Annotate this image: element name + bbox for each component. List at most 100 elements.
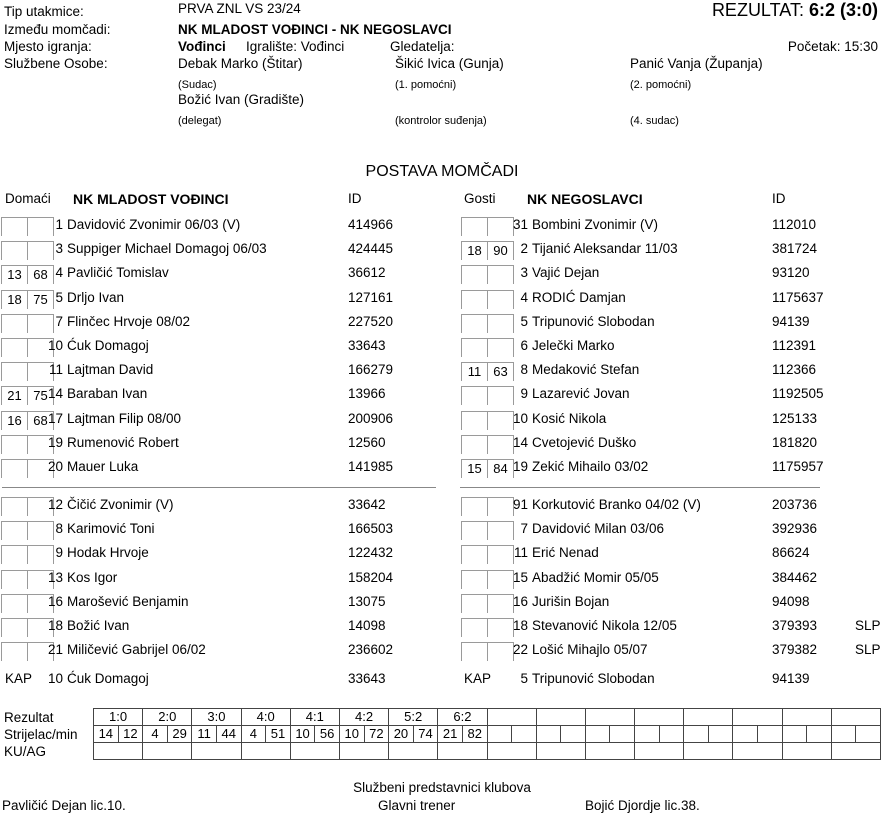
player-row: 13 Kos Igor 158204 xyxy=(0,567,442,591)
player-row: 22 Lošić Mihajlo 05/07 379382 SLP xyxy=(442,639,884,663)
sub-minute-box: 75 xyxy=(27,289,54,309)
away-lineup-column: Gosti NK NEGOSLAVCI ID 31 Bombini Zvonimi… xyxy=(442,188,884,693)
result-cell: 4:1 xyxy=(289,708,340,726)
sub-minute-box xyxy=(487,265,514,285)
player-id: 112391 xyxy=(772,337,817,353)
player-row: 18 Stevanović Nikola 12/05 379393 SLP xyxy=(442,615,884,639)
player-row: 21 Miličević Gabrijel 06/02 236602 xyxy=(0,639,442,663)
kuag-cell xyxy=(92,742,144,760)
sub-minute-box xyxy=(27,458,54,478)
sub-minute-box xyxy=(487,545,514,565)
player-number: 15 xyxy=(512,569,528,585)
result-cell xyxy=(781,708,832,726)
player-number: 22 xyxy=(512,642,528,658)
sub-minute-box xyxy=(27,434,54,454)
sub-minute-box xyxy=(487,593,514,613)
sub-player-box: 18 xyxy=(461,241,487,261)
player-name: Abadžić Momir 05/05 xyxy=(532,569,659,585)
sub-player-box xyxy=(1,497,27,517)
player-name: Erić Nenad xyxy=(532,545,599,561)
player-name: Stevanović Nikola 12/05 xyxy=(532,618,677,633)
player-number: 5 xyxy=(520,313,528,329)
home-subs: 12 Čičić Zvonimir (V) 33642 8 Karimović Toni… xyxy=(0,494,442,663)
scorer-cell: 10 xyxy=(338,725,365,743)
player-id: 379382 xyxy=(772,642,818,658)
official-assistant1-name: Šikić Ivica (Gunja) xyxy=(395,56,504,71)
sub-player-box xyxy=(1,217,27,236)
player-row: 15 Abadžić Momir 05/05 384462 xyxy=(442,567,884,591)
player-row: 1 Davidović Zvonimir 06/03 (V) 414966 xyxy=(0,214,442,238)
player-id: 141985 xyxy=(348,458,394,474)
player-name: RODIĆ Damjan xyxy=(532,289,626,305)
captain-label: KAP xyxy=(5,671,33,687)
sub-minute-box xyxy=(487,337,514,357)
substitution-boxes xyxy=(1,521,54,541)
substitution-boxes xyxy=(461,497,514,517)
result-value: 6:2 (3:0) xyxy=(808,0,878,20)
kuag-cell xyxy=(388,742,439,760)
away-id-header: ID xyxy=(772,191,786,206)
minute-cell xyxy=(855,725,881,743)
sub-player-box xyxy=(1,593,27,613)
score-table: 1:0 2:0 3:0 4:0 4:1 4:2 5:2 6:2 14 12 4 29 11 44 4 51 10… xyxy=(92,708,882,760)
player-id: 384462 xyxy=(772,569,818,585)
substitution-boxes xyxy=(1,241,54,261)
player-row: 31 Bombini Zvonimir (V) 112010 xyxy=(442,214,884,238)
player-name: Pavličić Tomislav xyxy=(67,265,169,281)
result-cell: 4:2 xyxy=(338,708,390,726)
sub-player-box xyxy=(461,593,487,613)
sub-minute-box xyxy=(27,313,54,333)
substitution-boxes xyxy=(1,569,54,589)
sub-minute-box: 63 xyxy=(487,362,514,382)
captain-row: KAP 10 Ćuk Domagoj 33643 xyxy=(0,668,442,692)
away-starters: 31 Bombini Zvonimir (V) 112010 18 90 2 Tijanić… xyxy=(442,214,884,480)
substitution-boxes xyxy=(1,434,54,454)
player-number: 10 xyxy=(512,410,528,426)
player-row: 4 RODIĆ Damjan 1175637 xyxy=(442,287,884,311)
substitution-boxes xyxy=(1,362,54,382)
player-id: 203736 xyxy=(772,497,818,513)
sub-player-box xyxy=(461,497,487,517)
player-row: 3 Suppiger Michael Domagoj 06/03 424445 xyxy=(0,238,442,262)
official-controller-role: (kontrolor suđenja) xyxy=(395,115,487,127)
slp-badge: SLP xyxy=(855,642,881,658)
player-name: Lošić Mihajlo 05/07 xyxy=(532,642,648,658)
venue-city: Vođinci xyxy=(178,39,226,54)
score-row-label-result: Rezultat xyxy=(4,710,54,725)
result-cell xyxy=(584,708,636,726)
footer-title: Službeni predstavnici klubova xyxy=(353,780,531,795)
player-name: Zekić Mihailo 03/02 xyxy=(532,458,649,474)
player-number: 9 xyxy=(520,386,528,402)
result-cell xyxy=(634,708,685,726)
player-name: Kos Igor xyxy=(67,569,118,585)
player-id: 424445 xyxy=(348,241,394,257)
player-id: 86624 xyxy=(772,545,810,561)
substitution-boxes xyxy=(461,386,514,406)
player-id: 166503 xyxy=(348,521,394,537)
player-id: 93120 xyxy=(772,265,810,281)
player-id: 112366 xyxy=(772,362,817,378)
player-name: Drljo Ivan xyxy=(67,289,125,305)
player-id: 33642 xyxy=(348,497,386,513)
player-id: 14098 xyxy=(348,618,386,633)
player-name: Miličević Gabrijel 06/02 xyxy=(67,642,206,658)
player-name: Tripunović Slobodan xyxy=(532,313,655,329)
player-id: 158204 xyxy=(348,569,394,585)
sub-player-box: 21 xyxy=(1,386,27,406)
player-id: 227520 xyxy=(348,313,394,329)
player-name: Marošević Benjamin xyxy=(67,593,189,609)
match-type-value: PRVA ZNL VS 23/24 xyxy=(178,1,301,16)
player-number: 31 xyxy=(512,217,528,232)
player-name: Ćuk Domagoj xyxy=(67,337,149,353)
player-number: 7 xyxy=(55,313,63,329)
sub-minute-box xyxy=(487,217,514,236)
substitution-boxes: 16 68 xyxy=(1,410,54,430)
substitution-boxes xyxy=(461,434,514,454)
sub-minute-box: 84 xyxy=(487,458,514,478)
sub-minute-box xyxy=(27,362,54,382)
player-id: 125133 xyxy=(772,410,818,426)
kuag-cell xyxy=(732,742,783,760)
player-id: 13075 xyxy=(348,593,386,609)
player-number: 11 xyxy=(48,362,63,378)
